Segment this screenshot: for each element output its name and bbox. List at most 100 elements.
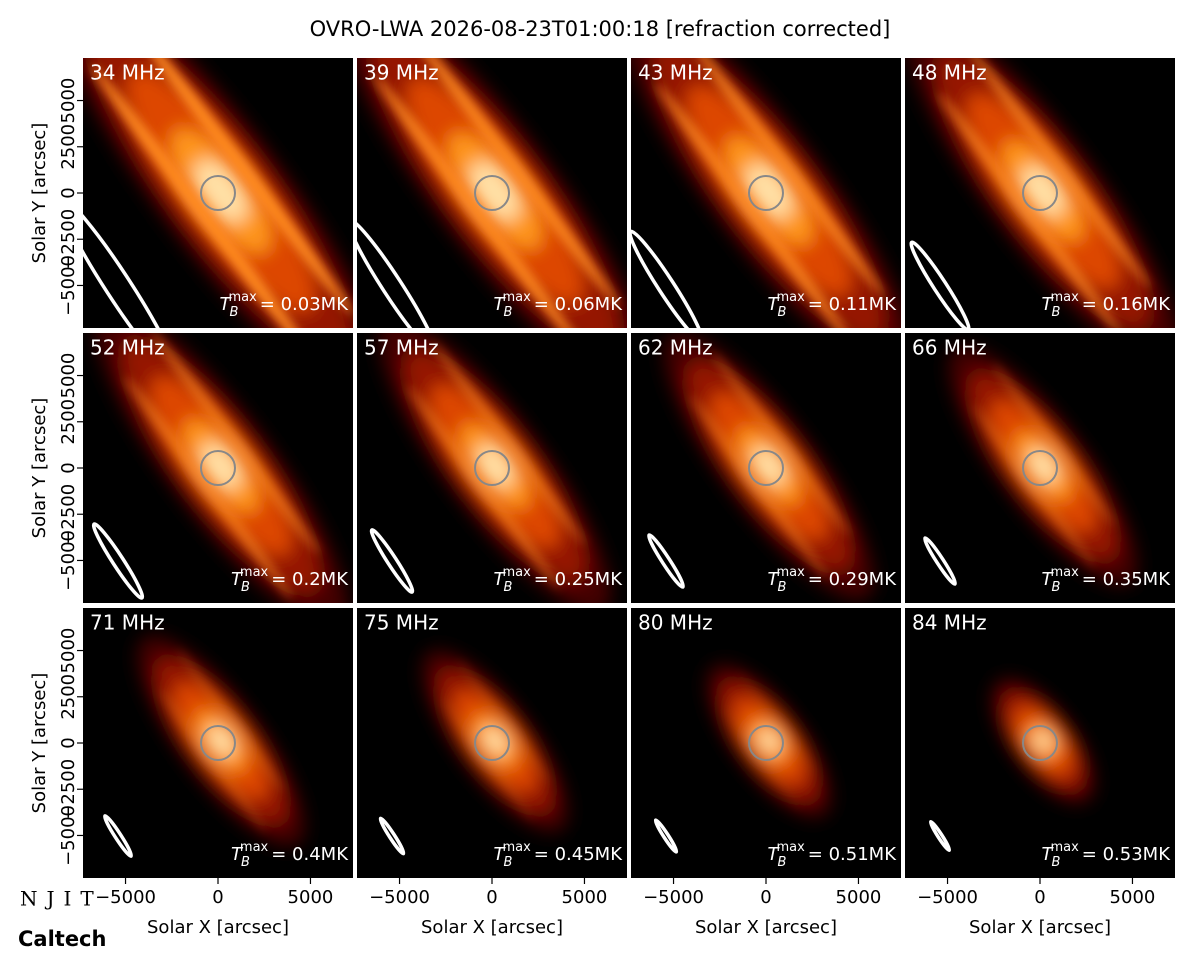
emission-streak — [407, 385, 561, 589]
tb-symbol: T — [494, 569, 507, 590]
panel-title: 62 MHz — [638, 336, 713, 360]
tb-superscript: max — [776, 290, 805, 305]
tb-value: = 0.11MK — [808, 294, 897, 315]
beam — [369, 528, 415, 594]
tb-value: = 0.29MK — [808, 569, 897, 590]
y-tick-label: 2500 — [58, 124, 79, 170]
panel-title: 75 MHz — [364, 611, 439, 635]
panel: 80 MHz TBmax = 0.51MK — [631, 608, 901, 878]
panel-title: 84 MHz — [912, 611, 987, 635]
y-tick-label: 2500 — [58, 399, 79, 445]
panel: 48 MHz TBmax = 0.16MK — [905, 58, 1175, 328]
solar-disk — [474, 450, 510, 486]
emission — [991, 678, 1095, 804]
tb-subscript: B — [1052, 580, 1061, 595]
y-tick-label: −2500 — [58, 209, 79, 270]
emission-streak — [125, 58, 353, 316]
beam — [909, 240, 971, 328]
panel: 34 MHz TBmax = 0.03MK — [83, 58, 353, 328]
beam — [928, 819, 952, 853]
solar-disk — [474, 175, 510, 211]
tb-max-label: TBmax = 0.35MK — [1042, 565, 1172, 595]
emission — [631, 58, 901, 328]
emission-streaks — [938, 58, 1150, 328]
panel: 84 MHz TBmax = 0.53MK — [905, 608, 1175, 878]
tb-subscript: B — [1052, 305, 1061, 320]
y-tick-label: 5000 — [58, 78, 79, 124]
emission — [663, 333, 875, 600]
emission — [948, 346, 1138, 586]
panel-title: 39 MHz — [364, 61, 439, 85]
tb-subscript: B — [504, 305, 513, 320]
emission-contour — [470, 161, 520, 221]
emission-streak — [689, 394, 828, 578]
tb-value: = 0.35MK — [1082, 569, 1171, 590]
panel: 39 MHz TBmax = 0.06MK — [357, 58, 627, 328]
y-tick-label: 0 — [58, 462, 79, 473]
solar-disk — [748, 725, 784, 761]
tb-max-label: TBmax = 0.11MK — [768, 290, 898, 320]
panel: 62 MHz TBmax = 0.29MK — [631, 333, 901, 603]
y-axis-label: Solar Y [arcsec] — [29, 123, 50, 264]
x-axis-label: Solar X [arcsec] — [147, 917, 289, 938]
tb-superscript: max — [1050, 290, 1079, 305]
tb-max-label: TBmax = 0.45MK — [494, 840, 624, 870]
x-tick-label: −5000 — [917, 887, 978, 908]
tb-superscript: max — [240, 840, 269, 855]
tb-value: = 0.2MK — [271, 569, 349, 590]
emission-streak — [655, 83, 854, 328]
beam — [91, 522, 145, 600]
emission-streak — [971, 403, 1096, 568]
tb-max-label: TBmax = 0.4MK — [231, 840, 349, 870]
tb-max-label: TBmax = 0.25MK — [494, 565, 624, 595]
panel-title: 52 MHz — [90, 336, 165, 360]
tb-max-label: TBmax = 0.03MK — [220, 290, 350, 320]
solar-disk — [1022, 725, 1058, 761]
solar-disk — [1022, 175, 1058, 211]
x-axis-label: Solar X [arcsec] — [421, 917, 563, 938]
tb-superscript: max — [776, 565, 805, 580]
y-tick-label: 2500 — [58, 674, 79, 720]
emission — [137, 635, 305, 847]
emission-streaks — [407, 342, 585, 589]
emission — [83, 58, 353, 328]
emission-streak — [124, 376, 293, 600]
x-axis-label: Solar X [arcsec] — [695, 917, 837, 938]
x-tick-label: −5000 — [643, 887, 704, 908]
y-tick-label: −2500 — [58, 759, 79, 820]
tb-max-label: TBmax = 0.53MK — [1042, 840, 1172, 870]
beam — [647, 533, 685, 589]
y-tick-label: −5000 — [58, 255, 79, 316]
tb-subscript: B — [778, 580, 787, 595]
emission-streak — [686, 58, 885, 298]
emission-streaks — [689, 352, 851, 578]
tb-symbol: T — [231, 569, 244, 590]
x-tick-label: 5000 — [836, 887, 882, 908]
tb-subscript: B — [241, 855, 250, 870]
emission-streak — [90, 64, 319, 328]
emission-streak — [966, 58, 1150, 289]
emission-streak — [457, 659, 551, 784]
emission-streak — [151, 333, 320, 555]
emission — [357, 58, 627, 328]
x-tick-label: 0 — [486, 887, 497, 908]
tb-symbol: T — [494, 844, 507, 865]
emission-streak — [712, 352, 851, 536]
emission-streak — [176, 649, 286, 793]
emission-streaks — [90, 58, 353, 328]
emission-contour — [482, 727, 508, 755]
y-axis-label: Solar Y [arcsec] — [29, 398, 50, 539]
panel: 75 MHz TBmax = 0.45MK — [357, 608, 627, 878]
emission-streak — [723, 706, 802, 811]
tb-symbol: T — [494, 294, 507, 315]
tb-symbol: T — [768, 294, 781, 315]
y-tick-label: 5000 — [58, 628, 79, 674]
tb-value: = 0.4MK — [271, 844, 349, 865]
solar-disk — [1022, 450, 1058, 486]
x-tick-label: 5000 — [562, 887, 608, 908]
solar-disk — [748, 175, 784, 211]
beam — [631, 229, 704, 328]
tb-symbol: T — [231, 844, 244, 865]
y-tick-label: 0 — [58, 187, 79, 198]
